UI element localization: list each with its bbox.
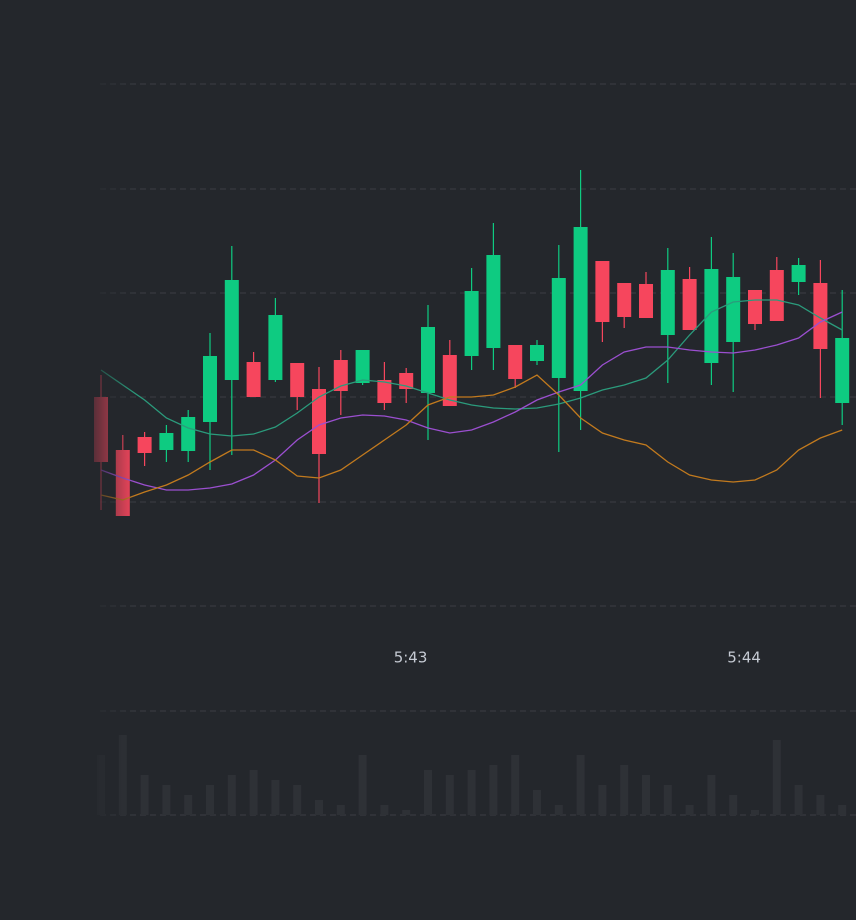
candle-body [421, 327, 435, 393]
candle-body [268, 315, 283, 380]
x-tick-label: 5:44 [727, 649, 761, 667]
volume-bar [206, 785, 214, 815]
volume-bar [533, 790, 541, 815]
volume-bar [184, 795, 193, 815]
moving-average-line [100, 374, 843, 501]
volume-bar [772, 740, 781, 815]
volume-bar [685, 805, 694, 815]
candle-body [595, 261, 610, 322]
volume-bar [424, 770, 432, 815]
candle-body [726, 277, 741, 342]
candle-body [704, 269, 719, 363]
volume-bar [467, 770, 476, 815]
candle-body [290, 363, 305, 397]
volume-bar [315, 800, 323, 815]
volume-bar [271, 780, 280, 815]
left-mask [0, 0, 82, 920]
candle-body [813, 283, 828, 349]
candle-body [355, 350, 370, 383]
candle-body [748, 290, 762, 324]
volume-bar [554, 805, 563, 815]
moving-average-line [100, 311, 843, 491]
volume-bar [794, 785, 803, 815]
candle-body [486, 255, 501, 348]
candle-body [617, 283, 632, 317]
volume-bar [249, 770, 258, 815]
volume-bar [380, 805, 389, 815]
volume-bar [642, 775, 650, 815]
volume-bar [358, 755, 367, 815]
candle-body [137, 437, 152, 453]
candle-body [246, 362, 261, 397]
candle-body [442, 355, 457, 406]
volume-bar [162, 785, 171, 815]
candle-body [224, 280, 239, 380]
candle-body [508, 345, 523, 379]
volume-bar [707, 775, 716, 815]
volume-bar [489, 765, 498, 815]
x-tick-label: 5:43 [394, 649, 428, 667]
volume-bar [598, 785, 607, 815]
volume-bar [227, 775, 236, 815]
left-fade [80, 0, 135, 920]
candle-body [660, 270, 675, 335]
volume-bar [576, 755, 585, 815]
volume-bar [729, 795, 738, 815]
volume-bar [838, 805, 847, 815]
volume-bar [816, 795, 825, 815]
candle-body [639, 284, 653, 318]
candle-body [551, 278, 566, 378]
candle-body [682, 279, 697, 330]
candle-body [159, 433, 174, 450]
candle-body [181, 417, 196, 451]
volume-bar [511, 755, 520, 815]
volume-bar [336, 805, 345, 815]
candle-body [835, 338, 850, 403]
candle-body [333, 360, 348, 391]
candle-body [377, 380, 392, 403]
volume-bar [293, 785, 302, 815]
candle-body [573, 227, 588, 391]
volume-bar [445, 775, 454, 815]
volume-bar [140, 775, 149, 815]
volume-bar [751, 810, 759, 815]
moving-average-line [100, 299, 843, 437]
candle-body [530, 345, 544, 361]
volume-bar [402, 810, 411, 815]
candle-body [464, 291, 479, 356]
candle-body [203, 356, 217, 422]
candle-body [312, 389, 326, 454]
volume-bar [663, 785, 672, 815]
volume-bar [620, 765, 629, 815]
candle-body [769, 270, 784, 321]
candle-body [791, 265, 806, 282]
